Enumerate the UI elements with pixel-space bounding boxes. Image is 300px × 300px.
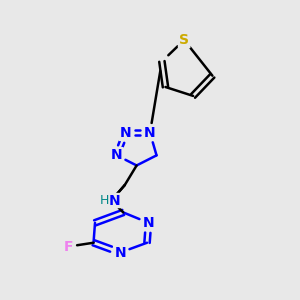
Text: S: S [179, 33, 189, 47]
Text: N: N [111, 148, 122, 162]
Text: N: N [143, 216, 154, 230]
Text: F: F [64, 240, 73, 254]
Text: H: H [100, 194, 110, 207]
Text: N: N [115, 245, 126, 260]
Text: N: N [144, 126, 156, 140]
Text: N: N [109, 194, 121, 208]
Text: N: N [120, 126, 131, 140]
